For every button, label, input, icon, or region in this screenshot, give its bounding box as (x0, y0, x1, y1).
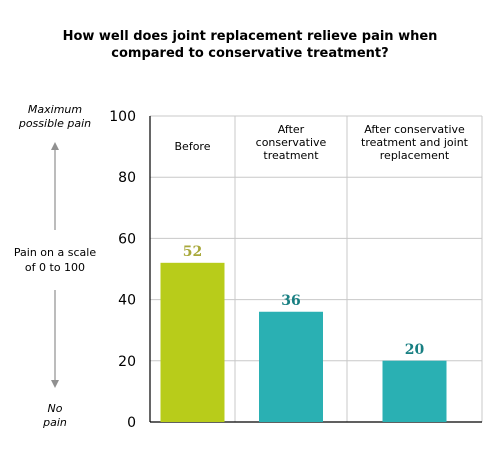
y-axis-label: of 0 to 100 (25, 261, 85, 274)
bar-value-label: 20 (405, 342, 425, 358)
bar (382, 360, 447, 422)
down-arrow-head (51, 380, 59, 388)
y-tick-label: 0 (127, 415, 136, 431)
y-tick-label: 100 (109, 109, 136, 125)
category-label: Before (175, 140, 211, 153)
category-label: conservative (256, 136, 327, 149)
bar (259, 311, 323, 422)
bar-value-label: 36 (281, 293, 300, 309)
category-label: After (278, 123, 305, 136)
y-tick-label: 20 (118, 354, 136, 370)
y-bottom-note: pain (42, 416, 67, 429)
bar-value-label: 52 (183, 244, 202, 260)
y-tick-label: 80 (118, 170, 136, 186)
bar (160, 262, 225, 422)
y-top-note: Maximum (28, 103, 82, 116)
y-tick-label: 60 (118, 231, 136, 247)
category-label: treatment (263, 149, 319, 162)
up-arrow-head (51, 142, 59, 150)
y-axis-label: Pain on a scale (14, 246, 96, 259)
y-tick-label: 40 (118, 293, 136, 309)
category-label: replacement (380, 149, 450, 162)
chart-title-line-1: How well does joint replacement relieve … (62, 29, 438, 44)
chart-title-line-2: compared to conservative treatment? (111, 46, 389, 61)
category-label: treatment and joint (361, 136, 469, 149)
y-bottom-note: No (48, 402, 63, 415)
y-top-note: possible pain (18, 117, 91, 130)
chart-title: How well does joint replacement relieve … (0, 28, 500, 62)
category-label: After conservative (364, 123, 465, 136)
